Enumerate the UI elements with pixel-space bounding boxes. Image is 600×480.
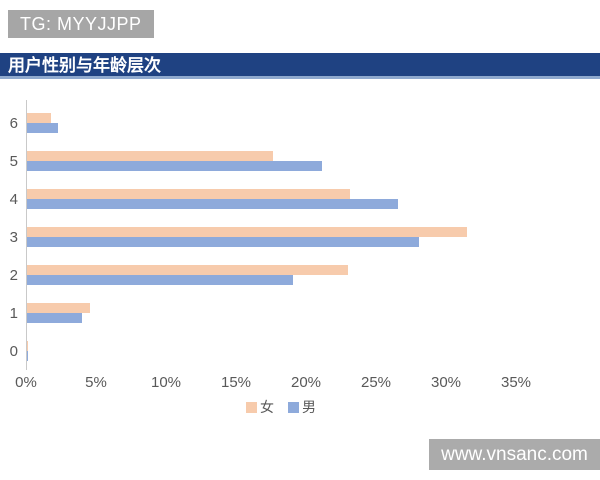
legend-item-female: 女 (246, 397, 274, 417)
chart-rows: 6 5 4 3 2 1 0 (0, 104, 600, 370)
bar-male (27, 237, 419, 247)
bar-female (27, 189, 351, 199)
bar-male (27, 123, 58, 133)
category-label: 0 (9, 342, 18, 360)
legend-item-male: 男 (288, 397, 316, 417)
chart-row: 6 (0, 104, 600, 142)
x-axis-ticks: 0% 5% 10% 15% 20% 25% 30% 35% (0, 374, 600, 394)
legend-label-female: 女 (260, 399, 274, 415)
bar-female (27, 113, 51, 123)
x-tick-label: 35% (500, 374, 532, 391)
chart-row: 2 (0, 256, 600, 294)
category-label: 4 (9, 190, 18, 208)
bar-male (27, 199, 398, 209)
bar-male (27, 313, 82, 323)
x-tick-label: 0% (15, 374, 37, 391)
legend-swatch-male-icon (288, 401, 299, 413)
chart-row: 0 (0, 332, 600, 370)
category-label: 2 (9, 266, 18, 284)
telegram-handle-badge: TG: MYYJJPP (8, 10, 154, 38)
bar-male (27, 275, 293, 285)
bar-female (27, 265, 348, 275)
bar-female (27, 227, 467, 237)
chart-legend: 女 男 (0, 397, 562, 417)
page-title: 用户性别与年龄层次 (8, 56, 161, 75)
bar-male (27, 351, 29, 361)
category-label: 5 (9, 152, 18, 170)
bar-female (27, 151, 274, 161)
chart-row: 3 (0, 218, 600, 256)
category-label: 3 (9, 228, 18, 246)
x-tick-label: 15% (220, 374, 252, 391)
legend-swatch-female-icon (246, 401, 257, 413)
category-label: 1 (9, 304, 18, 322)
chart-title-bar: 用户性别与年龄层次 (0, 53, 600, 79)
x-tick-label: 20% (290, 374, 322, 391)
x-tick-label: 5% (85, 374, 107, 391)
bar-female (27, 303, 90, 313)
y-axis-line (26, 100, 27, 370)
chart-row: 5 (0, 142, 600, 180)
bar-male (27, 161, 323, 171)
bar-female (27, 341, 29, 351)
watermark: www.vnsanc.com (429, 439, 600, 470)
chart-row: 4 (0, 180, 600, 218)
chart-row: 1 (0, 294, 600, 332)
x-tick-label: 25% (360, 374, 392, 391)
legend-label-male: 男 (302, 399, 316, 415)
x-tick-label: 30% (430, 374, 462, 391)
category-label: 6 (9, 114, 18, 132)
x-tick-label: 10% (150, 374, 182, 391)
bar-chart: 6 5 4 3 2 1 0 0% 5% 10% 15% 20% 25% 30% 35% 女 男 (0, 100, 600, 430)
